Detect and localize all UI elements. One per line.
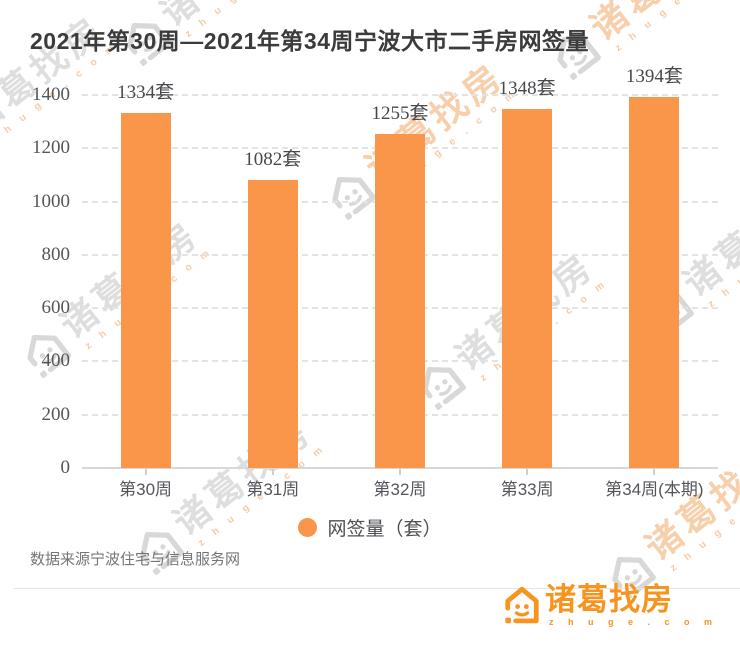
legend: 网签量（套） xyxy=(0,514,740,540)
bar-value-label: 1082套 xyxy=(244,148,302,170)
bar-value-label: 1348套 xyxy=(498,77,556,99)
y-axis-tick-label: 200 xyxy=(41,403,71,425)
x-axis-line xyxy=(82,467,718,469)
bar xyxy=(120,112,171,468)
y-axis-tick-label: 800 xyxy=(41,243,71,265)
y-axis-tick-label: 1000 xyxy=(32,190,70,212)
bar-value-label: 1334套 xyxy=(117,81,175,103)
x-axis-category-label: 第33周 xyxy=(500,480,554,499)
bar xyxy=(629,96,680,468)
brand-domain: z h u g e . c o m xyxy=(548,617,718,627)
axis-tick xyxy=(271,469,274,475)
y-axis-tick-label: 1200 xyxy=(32,137,70,159)
brand-name: 诸葛找房 xyxy=(544,582,673,617)
x-axis-category-label: 第34周(本期) xyxy=(605,480,704,499)
x-axis-category-label: 第31周 xyxy=(246,480,300,499)
bar-value-label: 1394套 xyxy=(625,65,683,87)
bar xyxy=(375,133,425,468)
bar-value-label: 1255套 xyxy=(371,102,429,124)
brand-logo: 诸葛找房 z h u g e . c o m xyxy=(503,584,718,631)
gridline xyxy=(82,94,718,96)
x-axis-category-label: 第30周 xyxy=(119,480,173,499)
bar xyxy=(247,179,298,468)
y-axis-tick-label: 0 xyxy=(60,457,71,478)
bar xyxy=(502,108,553,468)
y-axis-tick-label: 400 xyxy=(41,350,71,372)
axis-tick xyxy=(144,469,147,475)
x-axis-category-label: 第32周 xyxy=(373,480,427,499)
axis-tick xyxy=(526,469,529,475)
house-smile-icon xyxy=(503,584,541,631)
footer-divider xyxy=(14,588,740,589)
y-axis-tick-label: 1400 xyxy=(32,84,70,105)
axis-tick xyxy=(653,469,656,475)
data-source-note: 数据来源宁波住宅与信息服务网 xyxy=(30,551,241,568)
axis-tick xyxy=(399,469,401,475)
legend-label: 网签量（套） xyxy=(327,518,442,540)
chart-title: 2021年第30周—2021年第34周宁波大市二手房网签量 xyxy=(30,28,589,54)
legend-marker-icon xyxy=(298,517,318,537)
y-axis-tick-label: 600 xyxy=(41,297,71,319)
